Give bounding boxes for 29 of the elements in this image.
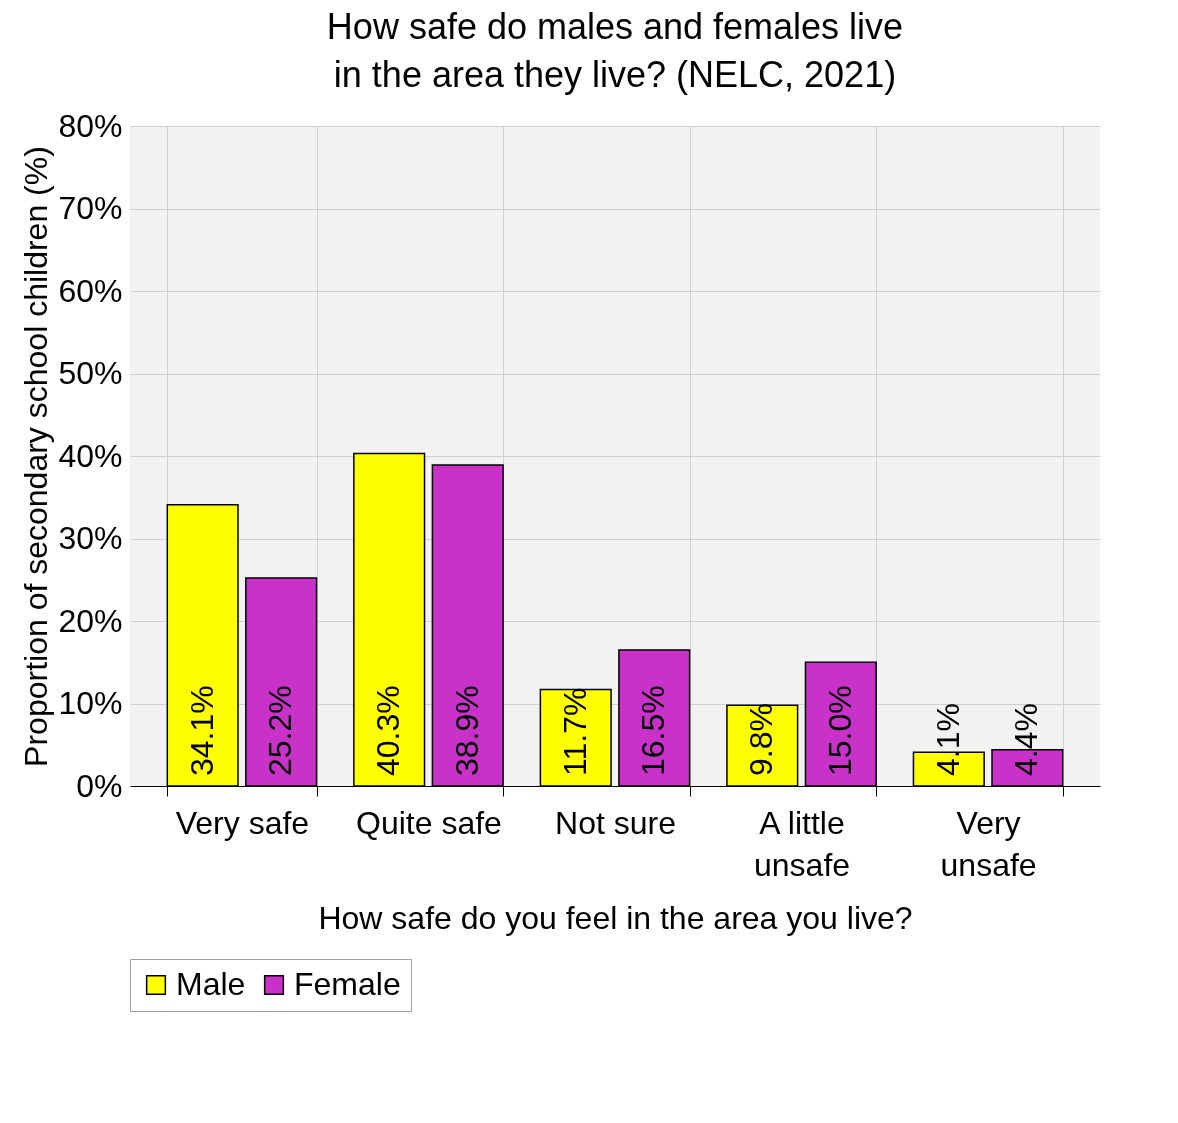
data-label: 4.1% [929,703,966,776]
data-label: 4.4% [1008,703,1045,776]
data-label: 38.9% [448,685,485,776]
y-tick-label: 40% [58,437,123,474]
y-tick-label: 20% [58,602,123,639]
y-tick-label: 30% [58,520,123,556]
y-tick-label: 0% [76,767,123,804]
data-label: 34.1% [183,685,220,776]
data-label: 11.7% [556,687,593,776]
legend-label: Male [176,966,246,1002]
y-tick-label: 10% [58,685,123,721]
x-tick-label: Very unsafe [940,804,1037,883]
x-tick-label: Very safe [175,804,310,841]
chart-title: How safe do males and females live in the area they live? (NELC, 2021) [326,6,904,95]
x-tick-label: Quite safe [356,804,502,841]
y-axis-title: Proportion of secondary school children (%) [18,146,55,767]
data-label: 25.2% [262,685,299,776]
data-label: 16.5% [635,685,672,776]
data-label: 15.0% [821,685,858,776]
data-label: 9.8% [743,703,780,776]
y-tick-label: 80% [58,107,123,144]
legend-label: Female [294,966,401,1002]
y-tick-label: 70% [58,190,123,226]
y-tick-label: 60% [58,272,123,309]
y-tick-label: 50% [58,355,123,391]
x-axis-title: How safe do you feel in the area you live? [318,899,913,936]
data-label: 40.3% [370,685,407,776]
x-tick-label: Not sure [555,804,676,841]
x-tick-label: A little unsafe [754,804,851,883]
